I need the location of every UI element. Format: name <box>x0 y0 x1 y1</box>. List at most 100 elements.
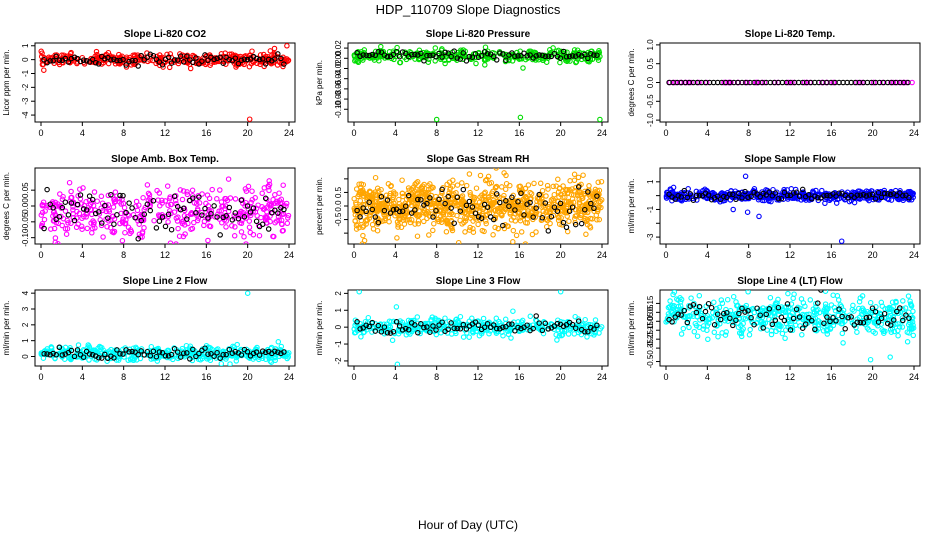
data-point-black <box>490 322 497 328</box>
data-point <box>453 317 459 323</box>
data-point-black <box>53 352 59 358</box>
data-point-black <box>472 51 479 57</box>
data-point <box>556 332 563 339</box>
data-point-black <box>720 310 727 317</box>
data-point <box>279 200 285 206</box>
data-point-black <box>120 56 126 63</box>
data-point <box>510 239 516 244</box>
data-point-black <box>799 325 806 331</box>
data-point-black <box>503 323 509 330</box>
data-point-black <box>717 196 724 203</box>
data-point <box>171 209 178 215</box>
data-point <box>140 217 147 224</box>
data-point <box>205 237 211 244</box>
data-point-black <box>863 315 870 321</box>
data-point <box>802 303 808 310</box>
x-tick-label: 8 <box>121 128 126 138</box>
data-point <box>455 239 462 244</box>
data-point <box>454 182 461 188</box>
data-point <box>503 172 509 179</box>
data-point <box>256 232 263 239</box>
data-point <box>592 186 599 193</box>
data-point-black <box>135 351 141 358</box>
x-tick-label: 0 <box>38 250 43 260</box>
data-point <box>121 204 128 211</box>
data-point-black <box>760 325 766 331</box>
data-point-black <box>281 61 287 67</box>
data-point-black <box>799 186 806 193</box>
data-point <box>223 224 229 230</box>
data-point-black <box>763 192 769 198</box>
data-point <box>243 188 250 194</box>
data-point <box>510 227 517 234</box>
data-point-black <box>111 355 117 361</box>
data-point <box>683 314 689 321</box>
data-point-black <box>165 353 172 359</box>
data-point-black <box>396 323 403 329</box>
data-point <box>565 331 572 337</box>
data-point <box>690 311 697 317</box>
data-point-black <box>897 190 903 196</box>
data-point <box>106 208 113 215</box>
data-point-black <box>790 315 797 322</box>
data-point-black <box>481 201 488 208</box>
y-axis-label: degrees C per min. <box>627 48 636 116</box>
x-tick-label: 16 <box>514 250 524 260</box>
data-point-black <box>147 207 154 214</box>
data-point-black <box>460 50 467 56</box>
data-point-black <box>363 322 369 329</box>
x-tick-label: 0 <box>38 372 43 382</box>
data-point <box>428 185 434 192</box>
data-point <box>248 199 254 206</box>
data-point <box>550 183 556 190</box>
data-point-black <box>781 317 788 324</box>
data-point-black <box>836 306 842 312</box>
data-point-black <box>202 205 208 212</box>
data-point <box>711 329 718 336</box>
data-point <box>86 344 93 351</box>
data-point <box>508 207 515 214</box>
data-point-black <box>484 321 491 327</box>
data-point-black <box>399 208 406 214</box>
data-point <box>38 48 44 55</box>
data-point-black <box>436 196 442 203</box>
data-point-black <box>241 56 248 62</box>
data-point-black <box>80 354 87 360</box>
y-tick-label: 0.0 <box>646 76 655 88</box>
data-point-black <box>448 53 454 60</box>
data-point-black <box>578 220 585 227</box>
data-point-black <box>363 208 369 215</box>
data-point <box>431 220 437 227</box>
points-co2 <box>38 43 292 122</box>
data-point-black <box>120 351 126 357</box>
data-point-black <box>503 57 509 63</box>
data-point <box>62 208 69 214</box>
data-point-black <box>836 190 842 196</box>
data-point-black <box>396 208 403 215</box>
data-point-black <box>500 51 506 57</box>
data-point-black <box>484 204 491 210</box>
data-point-black <box>436 50 442 57</box>
data-point <box>571 331 578 337</box>
data-point <box>881 187 888 194</box>
data-point <box>383 192 390 199</box>
data-point <box>444 181 450 188</box>
data-point-black <box>421 202 427 208</box>
data-point <box>555 214 562 220</box>
data-point <box>90 202 97 209</box>
data-point-black <box>56 344 63 351</box>
data-point-black <box>184 216 190 222</box>
data-point-black <box>253 218 260 225</box>
data-point <box>562 198 568 204</box>
data-point <box>390 189 397 195</box>
data-point-black <box>171 346 178 352</box>
data-point <box>564 187 570 193</box>
data-point <box>247 212 254 219</box>
data-point <box>905 293 912 299</box>
data-point <box>246 224 253 231</box>
data-point-black <box>217 54 223 61</box>
data-point <box>91 219 97 226</box>
data-point <box>84 225 91 232</box>
data-point <box>238 346 244 353</box>
